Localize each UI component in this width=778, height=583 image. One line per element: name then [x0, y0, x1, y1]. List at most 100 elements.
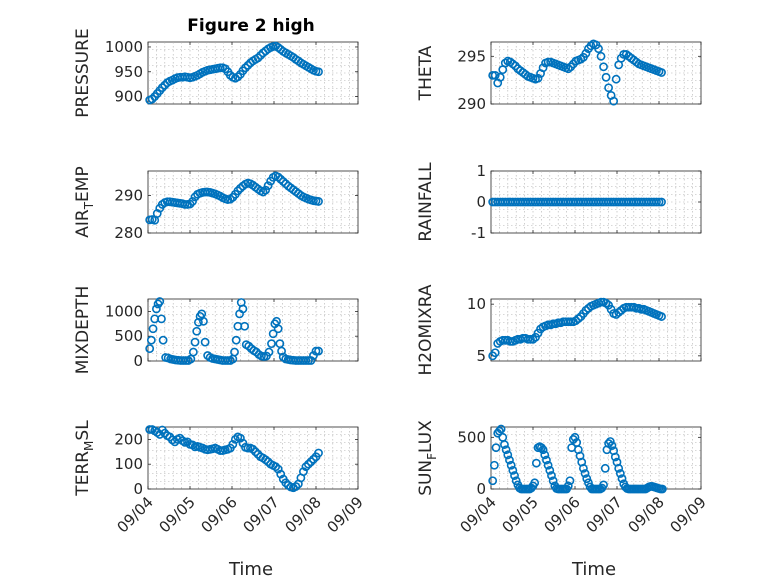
data-point — [148, 324, 158, 334]
data-point — [657, 197, 666, 207]
data-point — [228, 439, 238, 449]
y-axis-label: TERRMSL — [73, 420, 96, 497]
data-point — [488, 476, 498, 486]
y-tick-label: -1 — [471, 224, 486, 242]
rainfall-panel: -1 0 1 RAINFALL — [416, 162, 702, 242]
data-point — [306, 356, 316, 365]
data-point — [267, 339, 276, 349]
data-point — [309, 351, 318, 360]
data-point — [241, 63, 250, 73]
data-point — [615, 469, 625, 478]
air-temp-panel: 280 290 AIRTEMP — [73, 166, 359, 242]
y-tick-label: 5 — [476, 347, 486, 365]
y-tick-label: 1 — [476, 162, 486, 180]
data-point — [501, 445, 511, 455]
data-point — [276, 469, 286, 479]
x-tick-label: 09/07 — [240, 493, 283, 536]
data-point — [503, 450, 513, 460]
data-point — [261, 185, 270, 195]
data-point — [581, 49, 591, 58]
data-point — [278, 177, 288, 186]
data-point — [273, 464, 283, 474]
data-point — [489, 460, 499, 470]
y-axis-label-subscript: M — [82, 441, 96, 451]
data-point — [188, 347, 198, 357]
x-axis-label-left: Time — [228, 559, 273, 580]
data-point — [599, 62, 608, 72]
data-point — [542, 455, 551, 465]
data-point — [301, 462, 311, 472]
data-point — [500, 440, 509, 449]
data-point — [505, 455, 514, 465]
data-point — [240, 321, 249, 331]
y-tick-label: 950 — [114, 63, 143, 81]
data-point — [190, 337, 200, 347]
data-point — [192, 326, 202, 336]
data-point — [314, 448, 323, 458]
data-point — [511, 476, 521, 486]
data-point — [281, 478, 291, 488]
y-axis-label: SUNFLUX — [416, 420, 439, 496]
y-axis-label: PRESSURE — [73, 28, 93, 117]
data-point — [508, 465, 518, 475]
data-point — [291, 482, 301, 491]
data-point — [158, 335, 168, 345]
mixdepth-panel: 0 500 1000 MIXDEPTH — [73, 286, 359, 375]
data-point — [657, 312, 666, 321]
data-point — [277, 346, 286, 356]
data-point — [276, 174, 286, 184]
data-point — [151, 304, 161, 314]
y-tick-label: 295 — [457, 47, 486, 65]
data-point — [580, 469, 590, 478]
y-axis-label-rest: EMP — [73, 166, 93, 202]
data-point — [545, 465, 555, 475]
data-point — [582, 474, 592, 484]
data-point — [185, 199, 195, 209]
data-point — [600, 463, 610, 473]
chart-title: Figure 2 high — [187, 16, 315, 36]
data-point — [298, 467, 308, 477]
data-point — [594, 44, 603, 54]
y-tick-label: 500 — [114, 327, 143, 345]
data-point — [304, 459, 313, 469]
y-tick-label: 0 — [133, 352, 143, 370]
data-point — [243, 60, 253, 70]
data-point — [193, 317, 203, 327]
data-point — [657, 68, 666, 77]
data-point — [238, 304, 248, 314]
data-point — [610, 452, 620, 462]
x-tick-label: 09/09 — [324, 493, 367, 536]
data-point — [609, 96, 619, 106]
y-axis-label: RAINFALL — [416, 162, 436, 242]
data-point — [538, 63, 548, 73]
data-point — [563, 481, 573, 491]
data-point — [248, 444, 258, 454]
y-tick-label: 290 — [457, 95, 486, 113]
x-tick-label: 09/06 — [198, 493, 241, 536]
data-point — [273, 172, 283, 182]
data-point — [491, 443, 501, 453]
data-point — [565, 476, 575, 486]
data-point — [256, 50, 265, 60]
x-tick-label: 09/08 — [282, 493, 325, 536]
y-tick-label: 1000 — [105, 38, 143, 56]
data-point — [490, 348, 500, 358]
data-point — [230, 434, 240, 444]
data-point — [530, 478, 540, 488]
data-point — [540, 450, 550, 460]
theta-panel: 290 295 THETA — [416, 39, 702, 113]
data-point — [230, 347, 239, 357]
data-point — [145, 344, 155, 353]
data-point — [495, 72, 505, 82]
data-point — [188, 197, 197, 206]
data-point — [599, 480, 608, 490]
data-point — [547, 471, 556, 480]
y-axis-label: MIXDEPTH — [73, 286, 93, 375]
y-axis-label-subscript: F — [425, 453, 439, 460]
y-axis-label-main: SUN — [416, 460, 436, 496]
y-tick-label: 500 — [457, 428, 486, 446]
y-tick-label: 0 — [476, 480, 486, 498]
data-point — [314, 346, 323, 356]
data-point — [601, 72, 611, 82]
data-point — [263, 181, 273, 191]
